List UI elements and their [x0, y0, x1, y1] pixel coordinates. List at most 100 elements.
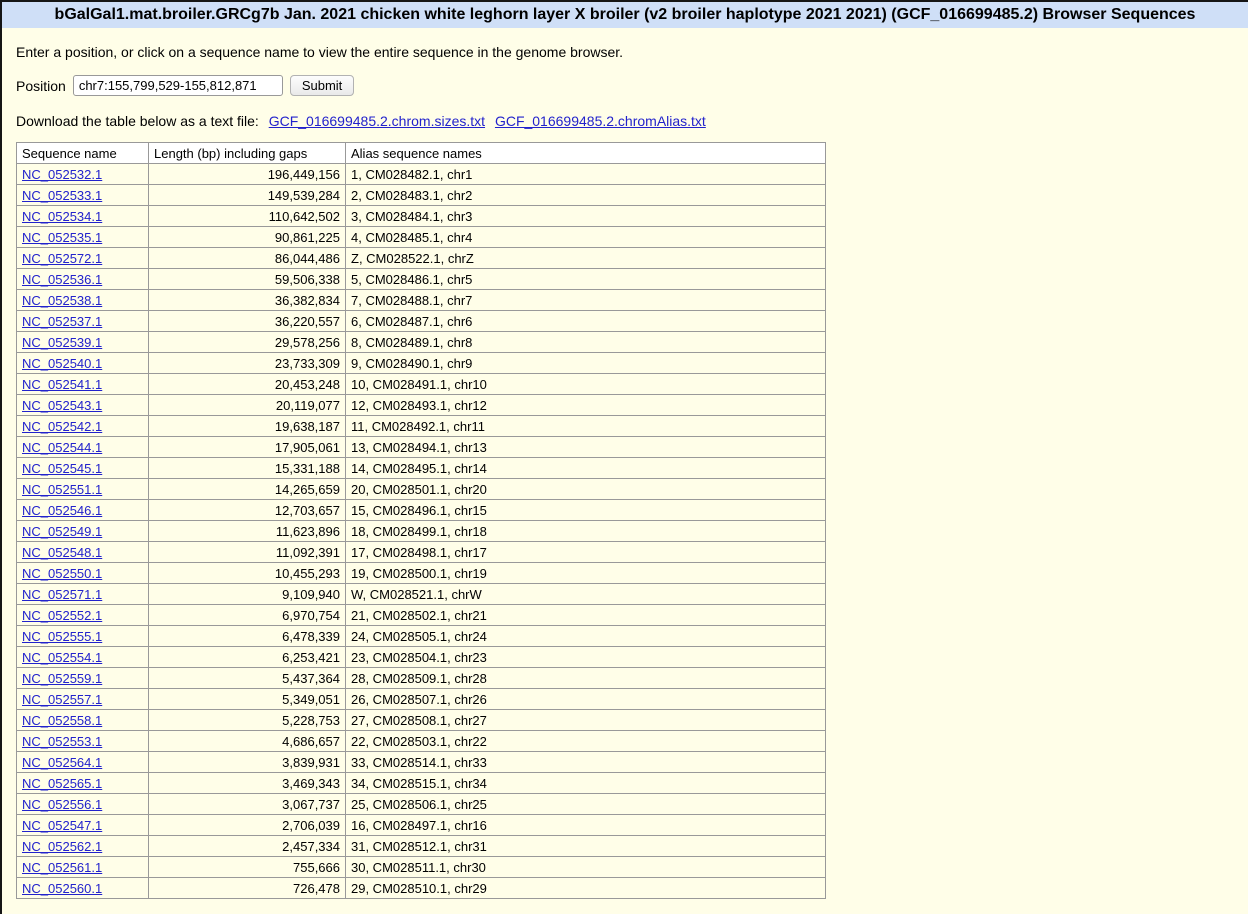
table-row: NC_052533.1 149,539,284 2, CM028483.1, c…	[16, 184, 826, 206]
intro-text: Enter a position, or click on a sequence…	[16, 44, 624, 60]
sequence-link[interactable]: NC_052554.1	[22, 649, 103, 665]
alias-cell: 14, CM028495.1, chr14	[345, 457, 826, 479]
alias-cell: 21, CM028502.1, chr21	[345, 604, 826, 626]
sequence-link[interactable]: NC_052546.1	[22, 502, 103, 518]
length-cell: 29,578,256	[148, 331, 346, 353]
sequence-link[interactable]: NC_052565.1	[22, 775, 103, 791]
table-row: NC_052561.1 755,666 30, CM028511.1, chr3…	[16, 856, 826, 878]
length-cell: 19,638,187	[148, 415, 346, 437]
sequence-link[interactable]: NC_052550.1	[22, 565, 103, 581]
sequence-link[interactable]: NC_052551.1	[22, 481, 103, 497]
sequence-link[interactable]: NC_052541.1	[22, 376, 103, 392]
submit-button[interactable]: Submit	[289, 75, 355, 96]
sequence-name-cell: NC_052557.1	[16, 688, 149, 710]
sequence-link[interactable]: NC_052558.1	[22, 712, 103, 728]
table-row: NC_052555.1 6,478,339 24, CM028505.1, ch…	[16, 625, 826, 647]
sequence-name-cell: NC_052572.1	[16, 247, 149, 269]
sequence-name-cell: NC_052549.1	[16, 520, 149, 542]
sequence-link[interactable]: NC_052538.1	[22, 292, 103, 308]
sequence-link[interactable]: NC_052542.1	[22, 418, 103, 434]
sequence-name-cell: NC_052538.1	[16, 289, 149, 311]
sequence-link[interactable]: NC_052556.1	[22, 796, 103, 812]
sequence-link[interactable]: NC_052557.1	[22, 691, 103, 707]
sequence-link[interactable]: NC_052571.1	[22, 586, 103, 602]
alias-cell: 7, CM028488.1, chr7	[345, 289, 826, 311]
table-row: NC_052571.1 9,109,940 W, CM028521.1, chr…	[16, 583, 826, 605]
sequence-link[interactable]: NC_052536.1	[22, 271, 103, 287]
sequence-link[interactable]: NC_052540.1	[22, 355, 103, 371]
sequence-link[interactable]: NC_052539.1	[22, 334, 103, 350]
alias-cell: 8, CM028489.1, chr8	[345, 331, 826, 353]
length-cell: 86,044,486	[148, 247, 346, 269]
sequence-link[interactable]: NC_052555.1	[22, 628, 103, 644]
sequence-link[interactable]: NC_052544.1	[22, 439, 103, 455]
alias-cell: 23, CM028504.1, chr23	[345, 646, 826, 668]
length-cell: 3,839,931	[148, 751, 346, 773]
table-row: NC_052547.1 2,706,039 16, CM028497.1, ch…	[16, 814, 826, 836]
length-cell: 20,119,077	[148, 394, 346, 416]
chrom-sizes-link[interactable]: GCF_016699485.2.chrom.sizes.txt	[268, 113, 486, 129]
table-row: NC_052550.1 10,455,293 19, CM028500.1, c…	[16, 562, 826, 584]
chrom-alias-link[interactable]: GCF_016699485.2.chromAlias.txt	[494, 113, 706, 129]
alias-cell: 28, CM028509.1, chr28	[345, 667, 826, 689]
length-cell: 5,437,364	[148, 667, 346, 689]
sequence-link[interactable]: NC_052545.1	[22, 460, 103, 476]
sequence-link[interactable]: NC_052553.1	[22, 733, 103, 749]
sequence-link[interactable]: NC_052562.1	[22, 838, 103, 854]
sequence-name-cell: NC_052560.1	[16, 877, 149, 899]
table-row: NC_052559.1 5,437,364 28, CM028509.1, ch…	[16, 667, 826, 689]
table-row: NC_052536.1 59,506,338 5, CM028486.1, ch…	[16, 268, 826, 290]
sequence-name-cell: NC_052548.1	[16, 541, 149, 563]
alias-cell: 6, CM028487.1, chr6	[345, 310, 826, 332]
table-row: NC_052565.1 3,469,343 34, CM028515.1, ch…	[16, 772, 826, 794]
alias-cell: 13, CM028494.1, chr13	[345, 436, 826, 458]
sequence-name-cell: NC_052561.1	[16, 856, 149, 878]
length-cell: 11,092,391	[148, 541, 346, 563]
alias-cell: W, CM028521.1, chrW	[345, 583, 826, 605]
header-length: Length (bp) including gaps	[148, 142, 346, 164]
sequence-link[interactable]: NC_052552.1	[22, 607, 103, 623]
header-alias: Alias sequence names	[345, 142, 826, 164]
sequence-name-cell: NC_052536.1	[16, 268, 149, 290]
length-cell: 4,686,657	[148, 730, 346, 752]
sequence-link[interactable]: NC_052534.1	[22, 208, 103, 224]
sequence-name-cell: NC_052537.1	[16, 310, 149, 332]
sequence-link[interactable]: NC_052533.1	[22, 187, 103, 203]
alias-cell: 11, CM028492.1, chr11	[345, 415, 826, 437]
length-cell: 23,733,309	[148, 352, 346, 374]
table-row: NC_052549.1 11,623,896 18, CM028499.1, c…	[16, 520, 826, 542]
sequence-name-cell: NC_052562.1	[16, 835, 149, 857]
sequence-link[interactable]: NC_052547.1	[22, 817, 103, 833]
table-row: NC_052542.1 19,638,187 11, CM028492.1, c…	[16, 415, 826, 437]
table-row: NC_052556.1 3,067,737 25, CM028506.1, ch…	[16, 793, 826, 815]
length-cell: 6,478,339	[148, 625, 346, 647]
download-text: Download the table below as a text file:	[16, 113, 259, 129]
alias-cell: 20, CM028501.1, chr20	[345, 478, 826, 500]
position-label: Position	[16, 77, 66, 94]
alias-cell: 24, CM028505.1, chr24	[345, 625, 826, 647]
length-cell: 14,265,659	[148, 478, 346, 500]
sequence-name-cell: NC_052553.1	[16, 730, 149, 752]
sequence-link[interactable]: NC_052564.1	[22, 754, 103, 770]
position-input[interactable]	[72, 75, 283, 96]
length-cell: 12,703,657	[148, 499, 346, 521]
sequence-name-cell: NC_052540.1	[16, 352, 149, 374]
sequence-name-cell: NC_052534.1	[16, 205, 149, 227]
sequence-link[interactable]: NC_052572.1	[22, 250, 103, 266]
sequence-link[interactable]: NC_052543.1	[22, 397, 103, 413]
download-row: Download the table below as a text file:…	[16, 113, 1234, 129]
sequence-link[interactable]: NC_052561.1	[22, 859, 103, 875]
sequence-name-cell: NC_052556.1	[16, 793, 149, 815]
sequence-link[interactable]: NC_052560.1	[22, 880, 103, 896]
sequence-link[interactable]: NC_052535.1	[22, 229, 103, 245]
alias-cell: 26, CM028507.1, chr26	[345, 688, 826, 710]
sequence-link[interactable]: NC_052532.1	[22, 166, 103, 182]
page-title: bGalGal1.mat.broiler.GRCg7b Jan. 2021 ch…	[2, 2, 1248, 28]
sequence-link[interactable]: NC_052537.1	[22, 313, 103, 329]
sequence-link[interactable]: NC_052559.1	[22, 670, 103, 686]
alias-cell: 25, CM028506.1, chr25	[345, 793, 826, 815]
table-row: NC_052558.1 5,228,753 27, CM028508.1, ch…	[16, 709, 826, 731]
sequence-link[interactable]: NC_052549.1	[22, 523, 103, 539]
sequence-link[interactable]: NC_052548.1	[22, 544, 103, 560]
length-cell: 5,228,753	[148, 709, 346, 731]
